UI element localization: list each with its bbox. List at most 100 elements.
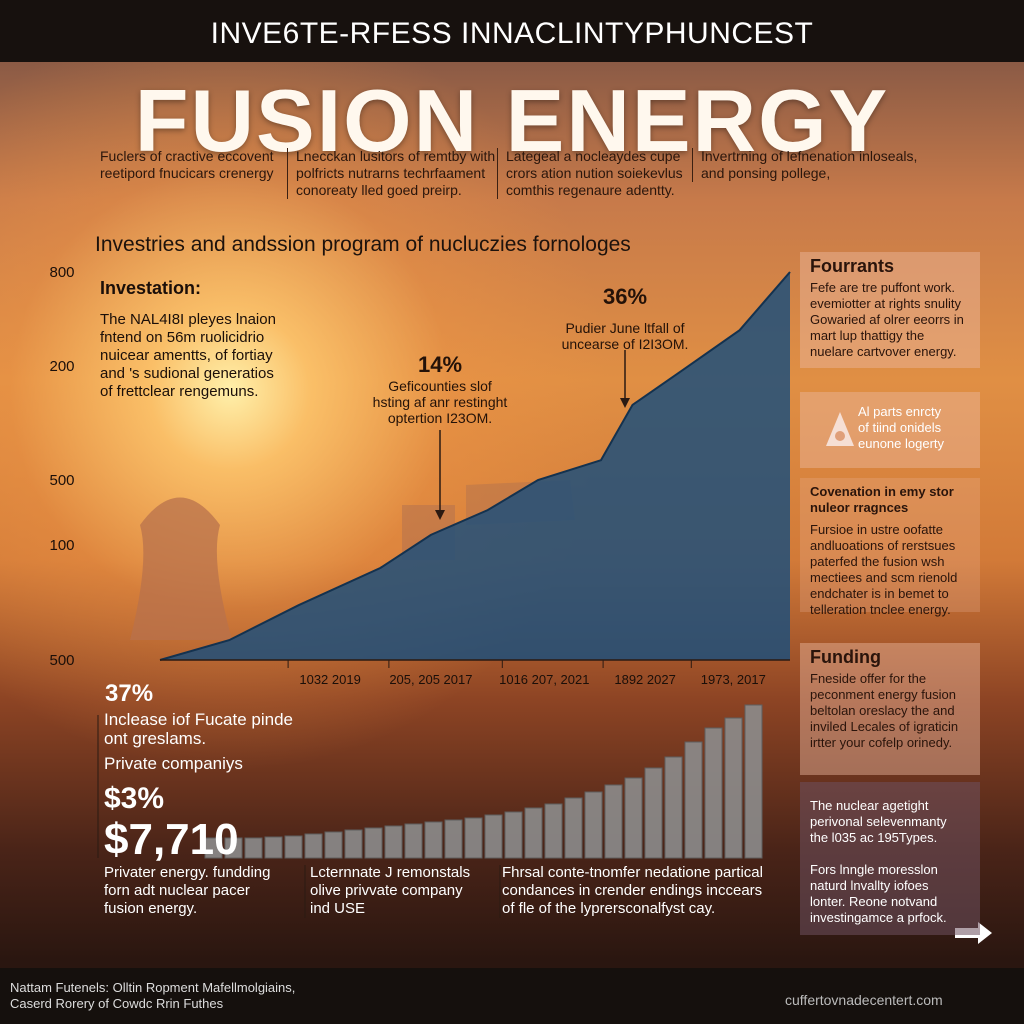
text-line: inviled Lecales of igraticin	[810, 719, 959, 734]
text-line: Geficounties slof	[388, 378, 492, 394]
text-line: fntend on 56m ruolicidrio	[100, 329, 265, 346]
chart-headline: Investries and andssion program of nuclu…	[95, 233, 631, 256]
text-line: peconment energy fusion	[810, 687, 956, 702]
text-line: of tiind onidels	[858, 420, 942, 435]
text-line: optertion I23OM.	[387, 410, 493, 426]
text-line: mectiees and scm rienold	[810, 570, 958, 585]
area	[160, 272, 790, 660]
bar	[504, 811, 523, 859]
text-line: Fefe are tre puffont work.	[810, 280, 955, 295]
panel-title: Funding	[810, 647, 881, 667]
panel-text: Fors lnngle moresslon naturd lnvallty iof…	[810, 862, 970, 926]
bar	[744, 704, 763, 859]
panel-text: Fefe are tre puffont work. evemiotter at …	[810, 280, 970, 360]
intro-column: Invertrning of lefnenation inloseals, and…	[692, 148, 941, 182]
text-line: and 's sudional generatios	[100, 365, 274, 382]
panel: The nuclear agetight perivonal selevenman…	[800, 782, 980, 935]
bar	[484, 814, 503, 859]
stat-text: Private companiys	[104, 754, 243, 773]
bar	[244, 837, 263, 859]
text-line: Fors lnngle moresslon	[810, 862, 938, 877]
bar	[584, 791, 603, 859]
investation-box: Investation: The NAL4I8I pleyes lnaion fn…	[100, 278, 300, 401]
x-tick-label: 1032 2019	[299, 672, 360, 687]
investation-text: The NAL4I8I pleyes lnaion fntend on 56m r…	[100, 311, 300, 401]
bar	[264, 836, 283, 859]
header-title: INVE6TE-RFESS INNACLINTYPHUNCEST	[210, 17, 814, 50]
bar	[404, 823, 423, 859]
intro-column: Fuclers of cractive eccovent reetipord fn…	[92, 148, 290, 182]
annotation-text: Geficounties slof hsting af anr restinght…	[340, 378, 540, 426]
text-line: reetipord fnucicars crenergy	[100, 165, 274, 181]
intro-column: Lategeal a nocleaydes cupe crors ation nu…	[497, 148, 701, 199]
text-line: the l035 ac 195Types.	[810, 830, 938, 845]
area-line	[159, 271, 791, 661]
text-line: of fle of the lyprersconalfyst cay.	[502, 900, 716, 917]
y-tick-label: 200	[49, 358, 74, 375]
text-line: Fneside offer for the	[810, 671, 927, 686]
text-line: paterfed the fusion wsh	[810, 554, 945, 569]
text-line: uncearse of I2I3OM.	[561, 336, 689, 352]
y-tick-label: 500	[49, 472, 74, 489]
chart-bar	[204, 704, 763, 859]
footer-text: Nattam Futenels: Olltin Ropment Mafellmo…	[10, 980, 295, 1012]
text-line: forn adt nuclear pacer	[104, 882, 250, 899]
text-line: fusion energy.	[104, 900, 198, 917]
bar	[604, 784, 623, 859]
text-line: Pudier June ltfall of	[565, 320, 685, 336]
bar	[424, 821, 443, 859]
panel-text: Fneside offer for the peconment energy fu…	[810, 671, 970, 751]
stat-column: Lcternnate J remonstals olive privvate co…	[310, 864, 470, 918]
text-line: and ponsing pollege,	[701, 165, 831, 181]
bar	[364, 827, 383, 859]
bar	[464, 817, 483, 859]
stat-text: Inclease iof Fucate pinde ont greslams.	[104, 710, 293, 748]
footer-site: cuffertovnadecentert.com	[785, 992, 943, 1008]
text-line: nuicear amentts, of fortiay	[100, 347, 273, 364]
text-line: nuelare cartvover energy.	[810, 344, 957, 359]
panel: Covenation in emy stor nuleor rragnces F…	[800, 478, 980, 617]
intro-column: Lnecckan lusitors of remtby with polfrict…	[287, 148, 501, 199]
text-line: Nattam Futenels: Olltin Ropment Mafellmo…	[10, 980, 296, 995]
atom-icon-core	[835, 431, 845, 441]
annotation: 36% Pudier June ltfall of uncearse of I2I…	[525, 284, 725, 352]
x-tick-label: 205, 205 2017	[389, 672, 472, 687]
panel-title: Covenation in emy stor nuleor rragnces	[810, 484, 954, 515]
top-bar: INVE6TE-RFESS INNACLINTYPHUNCEST	[0, 0, 1024, 62]
bar	[684, 741, 703, 859]
text-line: crors ation nution soiekevlus	[506, 165, 683, 181]
stat-column: Privater energy. fundding forn adt nuclea…	[104, 864, 271, 918]
text-line: Lategeal a nocleaydes cupe	[506, 148, 681, 164]
annotation: 14% Geficounties slof hsting af anr resti…	[340, 352, 540, 426]
text-line: telleration tnclee energy.	[810, 602, 951, 617]
footer: Nattam Futenels: Olltin Ropment Mafellmo…	[0, 968, 1024, 1024]
cooling-tower	[130, 497, 232, 640]
x-tick-label: 1016 207, 2021	[499, 672, 589, 687]
bar	[524, 807, 543, 859]
text-line: perivonal selevenmanty	[810, 814, 947, 829]
panel: Al parts enrcty of tiind onidels eunone lo…	[800, 392, 980, 468]
stat: $3%	[104, 782, 165, 815]
text-line: ind USE	[310, 900, 366, 917]
atom-icon	[826, 412, 854, 446]
text-line: naturd lnvallty iofoes	[810, 878, 929, 893]
text-line: evemiotter at rights snulity	[810, 296, 962, 311]
text-line: hsting af anr restinght	[372, 394, 508, 410]
bar	[204, 837, 223, 859]
bar	[284, 835, 303, 859]
text-line: Fursioe in ustre oofatte	[810, 522, 943, 537]
text-line: irtter your cofelp orinedy.	[810, 735, 953, 750]
panel-text: The nuclear agetight perivonal selevenman…	[810, 798, 970, 846]
text-line: investingamce a prfock.	[810, 910, 947, 925]
text-line: comthis regenaure adentty.	[506, 182, 675, 198]
bar	[224, 837, 243, 859]
bar	[444, 819, 463, 859]
bar	[624, 777, 643, 859]
x-tick-label: 1973, 2017	[701, 672, 766, 687]
annotation-label: 36%	[602, 284, 648, 309]
text-line: conoreaty lled goed preirp.	[296, 182, 462, 198]
bar	[544, 803, 563, 859]
text-line: Invertrning of lefnenation inloseals,	[701, 148, 918, 164]
text-line: Lnecckan lusitors of remtby with	[296, 148, 496, 164]
